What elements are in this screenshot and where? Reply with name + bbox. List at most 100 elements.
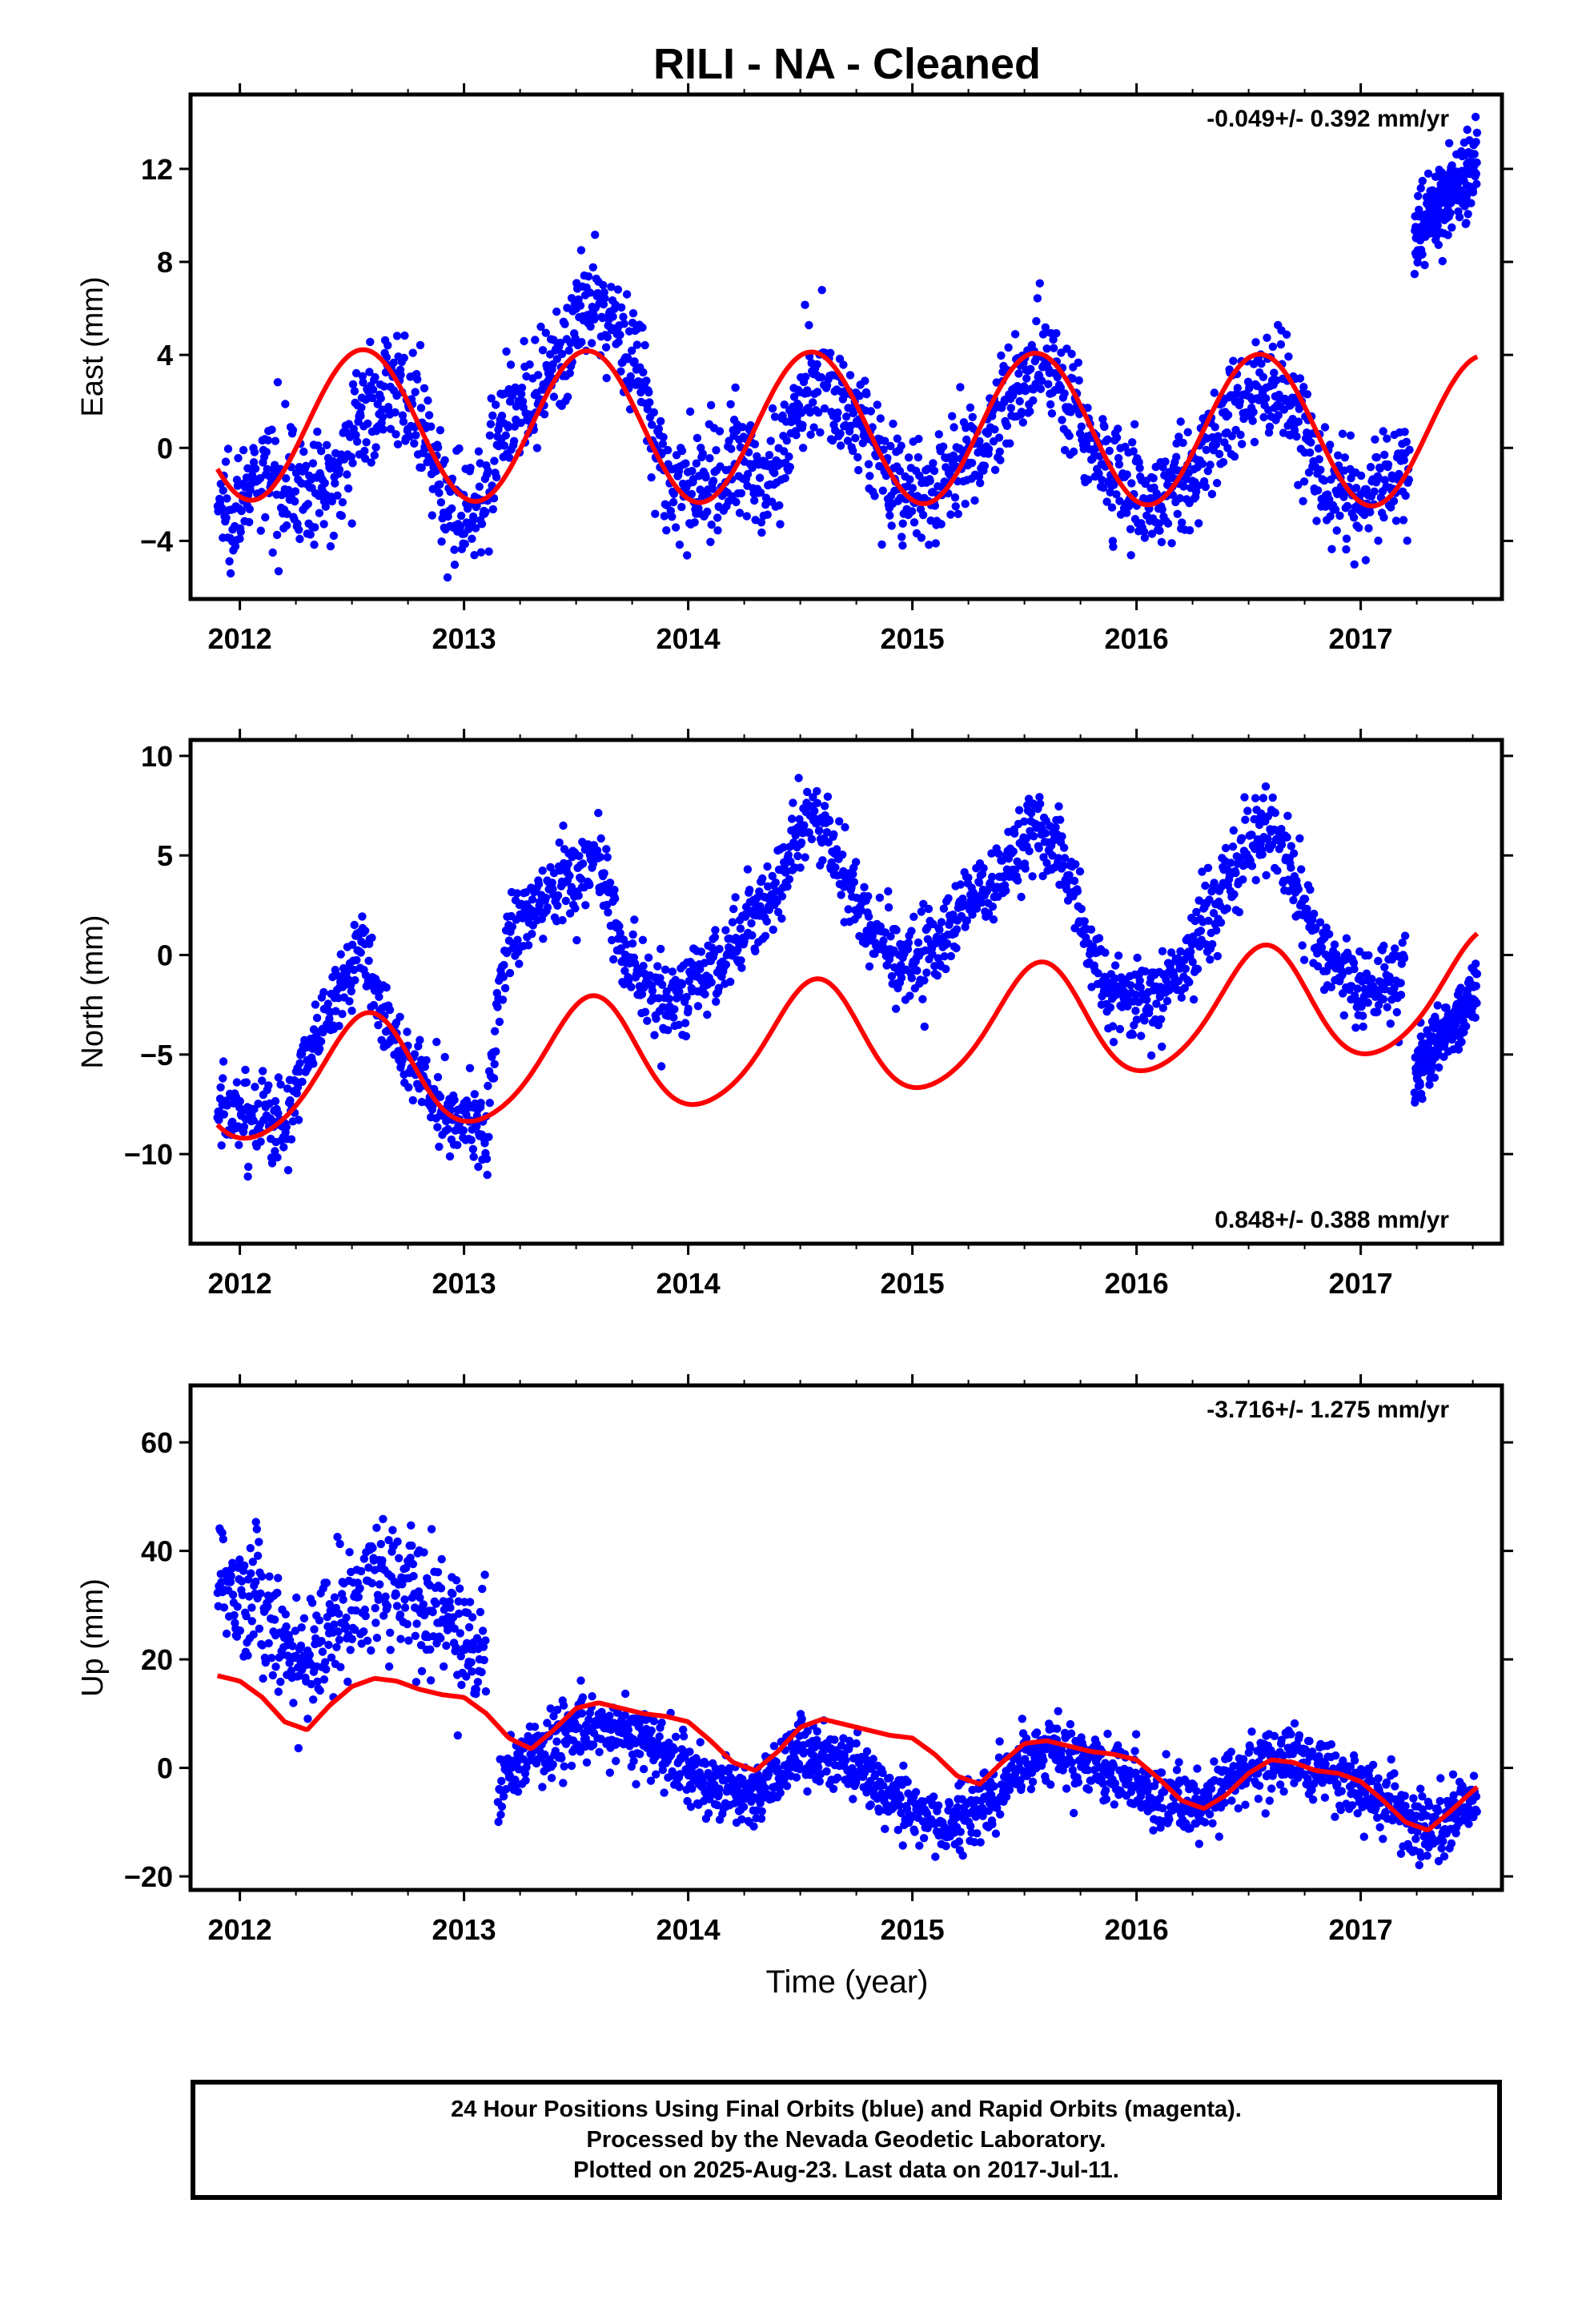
up-data-point	[456, 1629, 464, 1638]
north-data-point	[1268, 793, 1277, 802]
north-data-point	[594, 809, 603, 818]
east-data-point	[335, 465, 344, 474]
east-data-point	[1114, 424, 1122, 433]
up-data-point	[222, 1629, 231, 1638]
up-data-point	[437, 1554, 446, 1564]
east-data-point	[1462, 219, 1471, 227]
east-data-point	[750, 496, 759, 505]
north-data-point	[656, 1062, 666, 1071]
up-data-point	[543, 1719, 552, 1727]
east-data-point	[522, 372, 531, 381]
east-data-point	[701, 473, 710, 482]
north-data-point	[319, 987, 328, 997]
north-data-point	[215, 1116, 223, 1124]
east-data-point	[1403, 537, 1411, 545]
north-data-point	[1210, 879, 1219, 887]
east-data-point	[630, 357, 639, 366]
north-data-point	[803, 787, 812, 797]
north-data-point	[316, 1037, 326, 1046]
north-data-point	[1131, 1007, 1140, 1015]
up-data-point	[273, 1588, 282, 1598]
east-data-point	[475, 482, 484, 491]
up-data-point	[296, 1641, 306, 1651]
east-data-point	[785, 463, 794, 472]
east-data-point	[378, 412, 387, 421]
east-data-point	[1006, 404, 1016, 412]
east-data-point	[688, 466, 697, 476]
east-data-point	[501, 431, 510, 440]
east-data-point	[970, 496, 979, 505]
east-data-point	[876, 414, 885, 423]
east-data-point	[1004, 343, 1013, 352]
east-data-point	[282, 521, 291, 530]
north-data-point	[1325, 930, 1334, 939]
east-data-point	[1370, 487, 1379, 496]
up-data-point	[411, 1631, 420, 1640]
north-data-point	[498, 995, 508, 1004]
north-data-point	[907, 974, 917, 983]
north-data-point	[1311, 923, 1320, 932]
up-data-point	[442, 1641, 451, 1651]
north-data-point	[469, 1152, 478, 1161]
north-data-point	[592, 846, 602, 855]
east-data-point	[1126, 525, 1135, 533]
east-data-point	[1174, 432, 1183, 441]
north-data-point	[1456, 983, 1465, 992]
east-data-point	[757, 518, 766, 527]
east-data-point	[616, 331, 624, 340]
east-data-point	[785, 452, 793, 461]
east-data-point	[576, 246, 586, 255]
north-data-point	[375, 992, 383, 1002]
north-data-point	[553, 891, 563, 900]
east-data-point	[1383, 460, 1393, 469]
east-y-tick-label: −4	[140, 525, 173, 557]
north-data-point	[652, 1014, 661, 1023]
up-data-point	[575, 1723, 584, 1732]
east-data-point	[1364, 524, 1373, 533]
east-data-point	[231, 542, 240, 551]
east-data-point	[357, 403, 366, 412]
up-data-point	[247, 1617, 256, 1626]
east-data-point	[707, 521, 716, 529]
up-data-point	[465, 1598, 475, 1606]
north-data-point	[851, 858, 861, 866]
east-data-point	[1109, 542, 1118, 551]
east-data-point	[362, 438, 371, 447]
east-data-point	[887, 521, 896, 530]
north-data-point	[512, 889, 522, 898]
north-data-point	[489, 1074, 499, 1083]
north-data-point	[472, 1122, 481, 1131]
east-data-point	[552, 308, 561, 316]
north-data-point	[505, 968, 515, 978]
east-data-point	[643, 404, 652, 414]
east-data-point	[923, 464, 933, 473]
up-data-point	[318, 1647, 327, 1656]
east-data-point	[961, 500, 970, 509]
up-data-point	[371, 1618, 380, 1627]
north-data-point	[928, 950, 937, 959]
up-data-point	[240, 1561, 249, 1570]
north-data-point	[758, 874, 767, 883]
east-data-point	[687, 489, 697, 499]
up-data-point	[249, 1630, 258, 1639]
east-data-point	[400, 331, 409, 340]
east-data-point	[1299, 383, 1308, 392]
north-data-point	[364, 956, 373, 966]
east-data-point	[1211, 423, 1219, 432]
north-data-point	[684, 1004, 693, 1013]
north-data-point	[1396, 991, 1406, 999]
north-data-point	[784, 850, 793, 859]
up-data-point	[494, 1817, 503, 1827]
east-data-point	[1343, 501, 1352, 511]
north-data-point	[1338, 971, 1347, 979]
east-data-point	[235, 534, 244, 543]
up-data-point	[428, 1607, 437, 1617]
north-data-point	[1030, 832, 1038, 841]
north-data-point	[879, 936, 888, 945]
north-data-point	[347, 987, 355, 996]
east-data-point	[331, 479, 339, 488]
north-data-point	[352, 955, 361, 965]
east-data-point	[1056, 383, 1066, 392]
east-data-point	[1227, 432, 1236, 440]
north-data-point	[796, 863, 805, 872]
